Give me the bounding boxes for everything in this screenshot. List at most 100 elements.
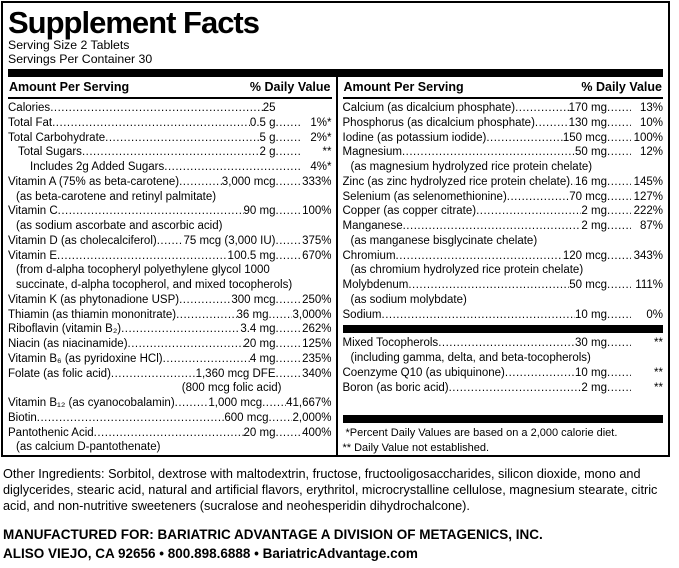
leader-dots bbox=[607, 381, 631, 396]
nutrient-amount: 0.5 g bbox=[249, 116, 276, 129]
leader-dots bbox=[276, 367, 300, 382]
column-header: Amount Per Serving % Daily Value bbox=[342, 77, 663, 99]
nutrient-row: Copper (as copper citrate) 2 mg 222% bbox=[343, 204, 664, 219]
nutrient-name: Vitamin D (as cholecalciferol) bbox=[8, 234, 157, 247]
leader-dots bbox=[276, 293, 300, 308]
nutrient-row: Boron (as boric acid) 2 mg ** bbox=[343, 381, 664, 396]
leader-dots bbox=[179, 175, 222, 190]
leader-dots bbox=[268, 411, 292, 426]
nutrient-amount: 10 mg bbox=[575, 308, 607, 321]
leader-dots bbox=[276, 131, 300, 146]
nutrient-name: Molybdenum bbox=[342, 279, 409, 291]
nutrient-name: Mixed Tocopherols bbox=[342, 337, 439, 350]
nutrient-name: Boron (as boric acid) bbox=[342, 381, 449, 394]
leader-dots bbox=[607, 249, 631, 264]
nutrient-dv: 100% bbox=[633, 131, 663, 144]
nutrient-name: Pantothenic Acid bbox=[8, 426, 94, 439]
nutrient-source-note: (as manganese bisglycinate chelate) bbox=[350, 234, 538, 247]
leader-dots bbox=[128, 337, 244, 352]
leader-dots bbox=[607, 116, 631, 131]
nutrient-amount: 150 mcg bbox=[562, 131, 607, 144]
nutrient-dv: 343% bbox=[633, 249, 663, 262]
nutrient-name: Vitamin E bbox=[8, 249, 58, 262]
leader-dots bbox=[276, 204, 300, 219]
nutrient-source-note: (as sodium ascorbate and ascorbic acid) bbox=[16, 220, 223, 232]
nutrient-row: Calories 25 bbox=[8, 101, 332, 116]
serving-size: Serving Size 2 Tablets bbox=[8, 38, 130, 52]
nutrient-row: Chromium 120 mcg 343% bbox=[343, 249, 664, 264]
nutrient-amount: 1,000 mcg bbox=[208, 397, 263, 409]
leader-dots bbox=[449, 381, 582, 396]
facts-columns: Amount Per Serving % Daily Value Calorie… bbox=[8, 77, 663, 455]
nutrient-amount: 50 mcg bbox=[569, 279, 607, 291]
nutrient-row: Selenium (as selenomethionine) 70 mcg 127% bbox=[343, 190, 664, 205]
nutrient-amount: 2 mg bbox=[581, 381, 607, 394]
nutrient-row: Sodium 10 mg 0% bbox=[343, 308, 664, 323]
leader-dots bbox=[276, 322, 300, 337]
nutrient-name: Riboflavin (vitamin B₂) bbox=[8, 323, 122, 336]
nutrient-dv: 145% bbox=[633, 175, 663, 188]
leader-dots bbox=[276, 116, 300, 131]
nutrient-dv: 3,000% bbox=[292, 308, 332, 321]
nutrient-amount: 100.5 mg bbox=[227, 249, 276, 262]
nutrient-name: Iodine (as potassium iodide) bbox=[342, 131, 487, 144]
nutrient-row: Folate (as folic acid) 1,360 mcg DFE 340% bbox=[8, 367, 332, 382]
leader-dots bbox=[164, 160, 275, 175]
nutrient-name: Total Sugars bbox=[18, 146, 82, 159]
nutrient-dv: 111% bbox=[635, 279, 663, 291]
other-ingredients-text: Other Ingredients: Sorbitol, dextrose wi… bbox=[3, 467, 658, 513]
nutrient-row: Vitamin D (as cholecalciferol) 75 mcg (3,… bbox=[8, 234, 332, 249]
leader-dots bbox=[382, 308, 576, 323]
leader-dots bbox=[486, 131, 563, 146]
nutrient-amount: 5 g bbox=[259, 131, 276, 144]
nutrient-row: Riboflavin (vitamin B₂) 3.4 mg 262% bbox=[8, 322, 332, 337]
nutrient-row: Calcium (as dicalcium phosphate) 170 mg 13… bbox=[343, 101, 664, 116]
leader-dots bbox=[607, 131, 631, 146]
leader-dots bbox=[105, 131, 259, 146]
amount-per-serving-label: Amount Per Serving bbox=[343, 80, 464, 94]
nutrient-dv: ** bbox=[322, 146, 332, 159]
nutrient-name: Magnesium bbox=[342, 146, 402, 159]
footnote: ** Daily Value not established. bbox=[342, 441, 490, 454]
leader-dots bbox=[111, 367, 196, 382]
nutrient-row: Phosphorus (as dicalcium phosphate) 130 m… bbox=[343, 116, 664, 131]
facts-column-left: Amount Per Serving % Daily Value Calorie… bbox=[8, 77, 336, 455]
nutrient-dv: ** bbox=[654, 381, 663, 394]
leader-dots bbox=[276, 426, 300, 441]
leader-dots bbox=[57, 249, 228, 264]
daily-value-label: % Daily Value bbox=[581, 80, 662, 94]
manufacturer-block: MANUFACTURED FOR: BARIATRIC ADVANTAGE A … bbox=[3, 526, 677, 563]
nutrient-name: Copper (as copper citrate) bbox=[342, 205, 477, 218]
nutrient-amount: 16 mg bbox=[575, 175, 607, 188]
nutrient-row: Manganese 2 mg 87% bbox=[343, 219, 664, 234]
nutrient-row: Vitamin C 90 mg 100% bbox=[8, 204, 332, 219]
nutrient-amount: 90 mg bbox=[243, 205, 276, 218]
nutrient-row: Vitamin K (as phytonadione USP) 300 mcg 25… bbox=[8, 293, 332, 308]
leader-dots bbox=[607, 175, 631, 190]
nutrient-amount: 3,000 mcg bbox=[221, 175, 276, 188]
nutrient-row: Vitamin E 100.5 mg 670% bbox=[8, 249, 332, 264]
nutrient-dv: 262% bbox=[302, 323, 332, 336]
nutrient-name: Zinc (as zinc hydrolyzed rice protein ch… bbox=[342, 175, 571, 188]
leader-dots bbox=[507, 190, 569, 205]
nutrient-amount: 20 mg bbox=[243, 338, 276, 350]
leader-dots bbox=[403, 219, 582, 234]
nutrient-dv: 340% bbox=[302, 367, 332, 380]
nutrient-dv: 87% bbox=[639, 220, 663, 232]
leader-dots bbox=[515, 101, 569, 116]
nutrient-amount: 36 mg bbox=[236, 308, 269, 321]
leader-dots bbox=[607, 366, 631, 381]
nutrient-row: Vitamin B₁₂ (as cyanocobalamin) 1,000 mcg… bbox=[8, 396, 332, 411]
leader-dots bbox=[94, 426, 244, 441]
nutrient-row: Mixed Tocopherols 30 mg ** bbox=[343, 336, 664, 351]
leader-dots bbox=[58, 204, 244, 219]
leader-dots bbox=[505, 366, 575, 381]
nutrient-dv: 1%* bbox=[310, 116, 332, 129]
nutrient-dv: 375% bbox=[302, 234, 332, 247]
nutrient-amount: 25 bbox=[262, 102, 276, 114]
facts-column-right: Amount Per Serving % Daily Value Calcium… bbox=[335, 77, 664, 455]
nutrient-name: Vitamin A (75% as beta-carotene) bbox=[8, 175, 180, 188]
leader-dots bbox=[607, 145, 631, 160]
nutrient-amount: 4 mg bbox=[249, 352, 276, 365]
leader-dots bbox=[276, 352, 300, 367]
